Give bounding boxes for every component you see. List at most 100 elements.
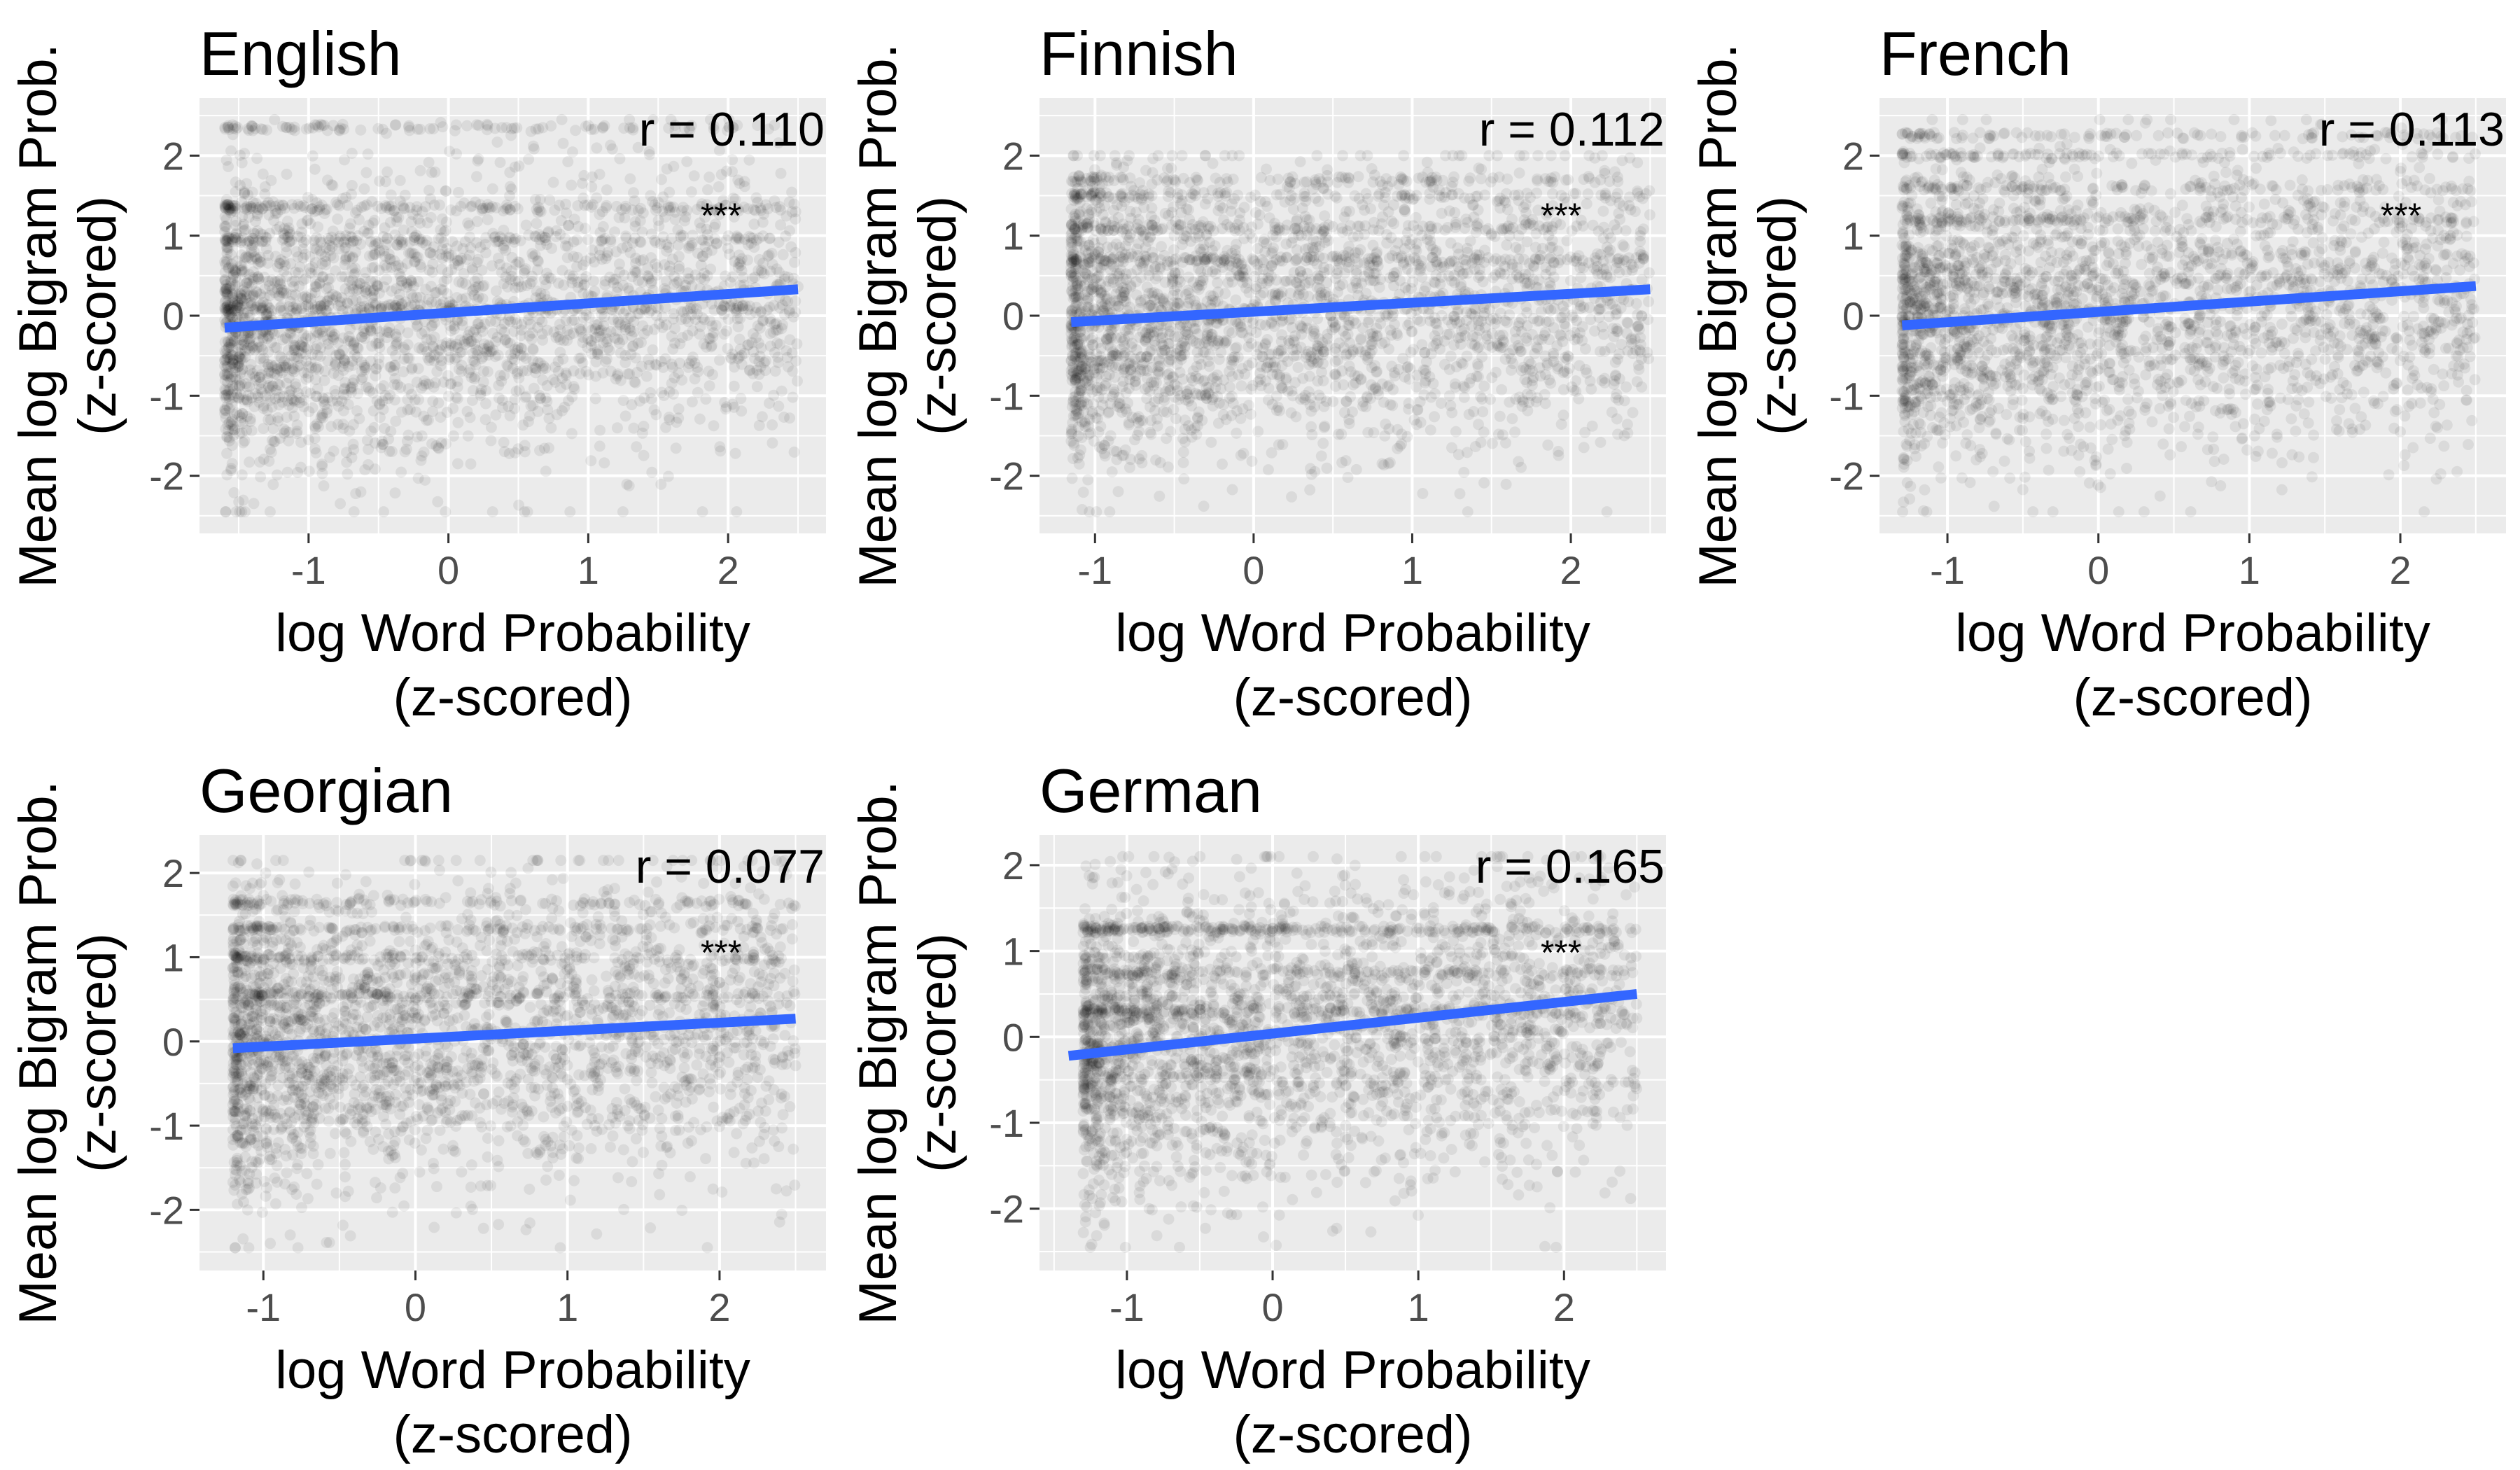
scatter-point: [1231, 427, 1242, 439]
scatter-point: [355, 124, 367, 136]
scatter-point: [530, 194, 541, 206]
scatter-point: [219, 275, 231, 287]
scatter-point: [564, 329, 575, 341]
scatter-point: [755, 202, 766, 214]
scatter-point: [427, 248, 439, 260]
scatter-point: [424, 123, 436, 134]
scatter-point: [1627, 407, 1639, 419]
scatter-point: [369, 437, 381, 449]
scatter-point: [435, 360, 447, 372]
scatter-point: [357, 372, 369, 384]
scatter-point: [663, 412, 675, 423]
scatter-point: [260, 236, 272, 248]
scatter-point: [1340, 396, 1352, 407]
scatter-point: [1227, 398, 1239, 410]
scatter-point: [259, 188, 271, 200]
scatter-point: [722, 343, 734, 354]
scatter-point: [671, 276, 683, 288]
scatter-point: [432, 496, 444, 507]
scatter-point: [340, 377, 351, 388]
scatter-point: [244, 456, 255, 468]
scatter-point: [550, 332, 562, 344]
scatter-point: [703, 234, 715, 246]
scatter-point: [668, 160, 680, 172]
scatter-point: [551, 409, 563, 421]
scatter-point: [389, 119, 401, 131]
scatter-point: [543, 272, 555, 284]
scatter-point: [272, 275, 284, 287]
scatter-point: [1362, 426, 1374, 438]
scatter-point: [532, 206, 544, 218]
scatter-point: [1509, 426, 1521, 438]
scatter-point: [421, 333, 433, 345]
scatter-point: [416, 450, 428, 462]
scatter-point: [423, 156, 435, 168]
scatter-point: [772, 324, 784, 336]
scatter-point: [1597, 205, 1609, 217]
scatter-point: [509, 447, 521, 458]
scatter-point: [736, 405, 748, 417]
scatter-point: [468, 373, 480, 385]
scatter-point: [1462, 506, 1474, 518]
scatter-point: [440, 438, 451, 450]
scatter-point: [258, 423, 270, 435]
scatter-point: [327, 180, 339, 192]
scatter-point: [732, 174, 744, 186]
scatter-point: [732, 353, 744, 365]
scatter-point: [505, 130, 517, 141]
scatter-point: [655, 356, 667, 368]
scatter-point: [451, 292, 463, 304]
scatter-point: [421, 414, 433, 426]
scatter-point: [227, 129, 239, 141]
scatter-point: [496, 375, 507, 387]
scatter-point: [222, 300, 234, 312]
scatter-point: [1311, 150, 1323, 162]
scatter-point: [482, 340, 494, 351]
scatter-point: [219, 304, 231, 316]
scatter-point: [722, 242, 734, 254]
scatter-point: [1154, 490, 1166, 502]
scatter-point: [1450, 426, 1462, 438]
scatter-point: [356, 295, 368, 307]
scatter-point: [442, 390, 454, 402]
scatter-point: [590, 370, 602, 382]
scatter-point: [379, 423, 391, 434]
scatter-point: [594, 249, 606, 261]
scatter-point: [233, 334, 245, 346]
scatter-point: [391, 239, 403, 251]
scatter-point: [715, 169, 727, 181]
y-tick-label: 1: [162, 214, 184, 258]
scatter-point: [664, 204, 676, 216]
scatter-point: [456, 319, 468, 331]
scatter-point: [1280, 238, 1292, 250]
scatter-point: [620, 230, 631, 242]
scatter-point: [766, 437, 778, 449]
scatter-point: [784, 412, 796, 424]
scatter-point: [251, 208, 263, 220]
scatter-point: [480, 247, 492, 259]
scatter-point: [540, 465, 552, 477]
scatter-point: [227, 262, 238, 274]
scatter-point: [344, 425, 356, 437]
scatter-point: [1165, 255, 1177, 267]
scatter-point: [657, 231, 669, 243]
scatter-point: [629, 265, 640, 277]
scatter-point: [373, 287, 385, 299]
scatter-point: [1238, 202, 1250, 214]
scatter-point: [246, 290, 258, 302]
scatter-point: [533, 314, 545, 326]
scatter-point: [534, 444, 545, 456]
scatter-point: [757, 216, 769, 228]
scatter-point: [337, 118, 349, 130]
scatter-point: [1304, 484, 1316, 496]
scatter-point: [250, 197, 262, 209]
scatter-point: [489, 122, 501, 134]
scatter-point: [1601, 506, 1613, 518]
scatter-point: [388, 255, 400, 267]
scatter-point: [775, 167, 787, 179]
y-tick-label: 0: [162, 294, 184, 338]
scatter-point: [396, 466, 407, 478]
scatter-point: [316, 304, 328, 316]
scatter-point: [234, 410, 246, 421]
scatter-point: [613, 258, 625, 270]
